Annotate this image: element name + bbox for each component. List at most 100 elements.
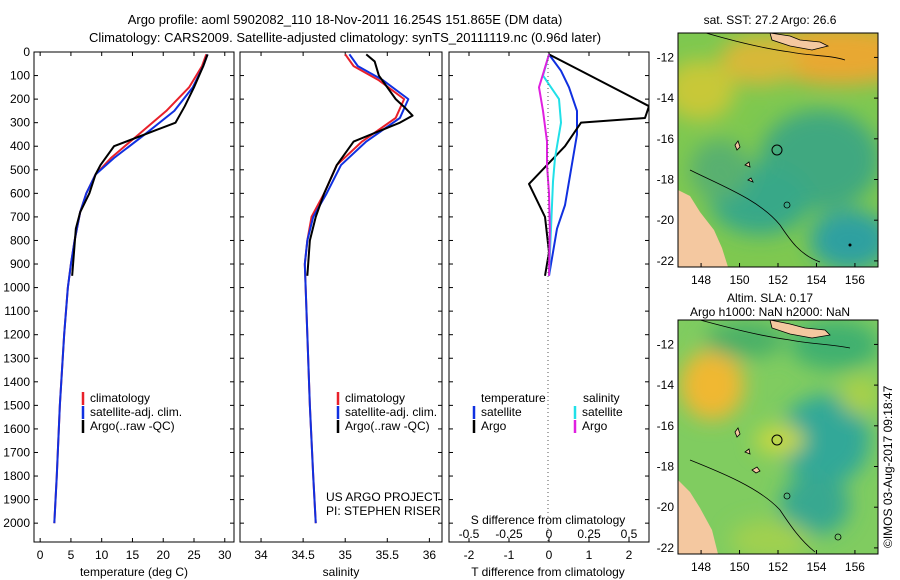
map-y-tick-label: -20	[657, 213, 675, 227]
x-tick-label: 15	[126, 548, 140, 562]
top-tick-label: 0.5	[621, 527, 638, 541]
legend-label-sal-argo: Argo	[582, 419, 608, 433]
map-x-tick-label: 152	[768, 273, 788, 287]
map-y-tick-label: -22	[657, 541, 675, 555]
series-line	[303, 53, 410, 524]
y-tick-label: 0	[23, 45, 30, 59]
y-tick-label: 400	[10, 139, 30, 153]
legend-label-argo: Argo(..raw -QC)	[345, 419, 430, 433]
x-tick-label: 0	[546, 548, 553, 562]
top-tick-label: 0	[546, 527, 553, 541]
x-tick-label: 36	[423, 548, 437, 562]
series-line	[306, 53, 414, 276]
salinity-xlabel: salinity	[323, 565, 360, 579]
map-y-tick-label: -14	[657, 91, 675, 105]
map-x-tick-label: 156	[845, 560, 865, 574]
figure-title-line2: Climatology: CARS2009. Satellite-adjuste…	[89, 30, 601, 45]
x-tick-label: 5	[68, 548, 75, 562]
x-tick-label: 25	[187, 548, 201, 562]
y-tick-label: 1000	[3, 281, 30, 295]
map-x-tick-label: 148	[691, 273, 711, 287]
y-tick-label: 1300	[3, 351, 30, 365]
series-line	[53, 54, 208, 524]
legend-label-satellite: satellite-adj. clim.	[90, 405, 182, 419]
y-tick-label: 700	[10, 210, 30, 224]
legend-label-climatology: climatology	[345, 391, 405, 405]
sst-map-axes: 148 150 152 154 156 -12 -14 -16 -18 -20 -22	[657, 50, 878, 287]
sst-map-field	[678, 33, 878, 267]
y-tick-label: 200	[10, 92, 30, 106]
map-y-tick-label: -16	[657, 419, 675, 433]
map-y-tick-label: -14	[657, 378, 675, 392]
difference-axes: -2 -1 0 1 2 -0.5 -0.25 0 0.25 0.5	[449, 51, 649, 562]
map-x-tick-label: 150	[730, 273, 750, 287]
map-x-tick-label: 154	[806, 560, 826, 574]
top-tick-label: -0.5	[459, 527, 480, 541]
sla-map-title-line2: Argo h1000: NaN h2000: NaN	[690, 305, 850, 319]
y-tick-label: 1700	[3, 445, 30, 459]
map-x-tick-label: 154	[806, 273, 826, 287]
y-tick-label: 1200	[3, 328, 30, 342]
x-tick-label: 34.5	[291, 548, 315, 562]
legend-label-temp-satellite: satellite	[481, 405, 522, 419]
x-tick-label: 20	[157, 548, 171, 562]
x-tick-label: -2	[464, 548, 475, 562]
difference-xlabel: T difference from climatology	[471, 565, 625, 579]
x-tick-label: -1	[504, 548, 515, 562]
map-x-tick-label: 152	[768, 560, 788, 574]
map-y-tick-label: -18	[657, 460, 675, 474]
sla-map-title-line1: Altim. SLA: 0.17	[727, 291, 813, 305]
legend-label-sal-satellite: satellite	[582, 405, 623, 419]
y-tick-label: 600	[10, 186, 30, 200]
map-y-tick-label: -12	[657, 50, 675, 64]
difference-plot-frame	[448, 51, 650, 543]
series-line	[71, 54, 209, 276]
y-tick-label: 1400	[3, 375, 30, 389]
project-credit: US ARGO PROJECT	[326, 490, 441, 504]
salinity-axes: 34 34.5 35 35.5 36	[240, 51, 442, 562]
legend-title-temperature: temperature	[481, 391, 546, 405]
figure-title-line1: Argo profile: aoml 5902082_110 18-Nov-20…	[128, 12, 563, 27]
map-x-tick-label: 148	[691, 560, 711, 574]
y-tick-label: 300	[10, 116, 30, 130]
map-x-tick-label: 156	[845, 273, 865, 287]
y-tick-label: 1100	[4, 304, 30, 318]
salinity-lines	[303, 53, 414, 524]
pi-credit: PI: STEPHEN RISER	[326, 504, 441, 518]
y-tick-label: 1800	[3, 469, 30, 483]
legend-title-salinity: salinity	[583, 391, 620, 405]
x-tick-label: 0	[37, 548, 44, 562]
y-tick-label: 500	[10, 163, 30, 177]
y-tick-label: 900	[10, 257, 30, 271]
map-y-tick-label: -12	[657, 337, 675, 351]
temperature-axes: 0100200300400500600700800900100011001200…	[3, 45, 234, 562]
map-y-tick-label: -22	[657, 254, 675, 268]
salinity-plot-frame	[239, 51, 443, 543]
temperature-plot-frame	[33, 51, 235, 543]
difference-legend: temperature salinity satellite Argo sate…	[472, 391, 623, 433]
sla-map-axes: 148 150 152 154 156 -12 -14 -16 -18 -20 -22	[657, 337, 878, 574]
legend-label-satellite: satellite-adj. clim.	[345, 405, 437, 419]
y-tick-label: 2000	[3, 516, 30, 530]
legend-label-climatology: climatology	[90, 391, 150, 405]
sst-argo-location-marker	[771, 144, 783, 156]
series-line	[538, 54, 551, 276]
salinity-legend: climatology satellite-adj. clim. Argo(..…	[336, 391, 437, 433]
map-y-tick-label: -16	[657, 132, 675, 146]
y-tick-label: 800	[10, 233, 30, 247]
sla-map-field	[678, 320, 878, 554]
legend-label-argo: Argo(..raw -QC)	[90, 419, 175, 433]
x-tick-label: 35	[339, 548, 353, 562]
series-line	[548, 53, 578, 276]
top-tick-label: 0.25	[577, 527, 601, 541]
map-y-tick-label: -20	[657, 500, 675, 514]
series-line	[542, 54, 562, 276]
map-x-tick-label: 150	[730, 560, 750, 574]
difference-lines	[528, 53, 649, 276]
y-tick-label: 1600	[3, 422, 30, 436]
series-line	[528, 53, 649, 276]
x-tick-label: 2	[626, 548, 633, 562]
sla-argo-location-marker	[771, 434, 783, 446]
x-tick-label: 1	[586, 548, 593, 562]
